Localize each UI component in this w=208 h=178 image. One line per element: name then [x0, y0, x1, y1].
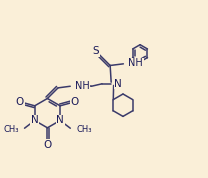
Text: O: O: [43, 140, 52, 150]
Text: O: O: [71, 97, 79, 107]
Text: NH: NH: [129, 58, 143, 68]
Text: N: N: [56, 116, 64, 125]
Text: O: O: [16, 97, 24, 107]
Text: S: S: [93, 46, 99, 56]
Text: NH: NH: [75, 81, 89, 91]
Text: N: N: [31, 116, 39, 125]
Text: CH₃: CH₃: [3, 125, 19, 134]
Text: CH₃: CH₃: [76, 125, 92, 134]
Text: N: N: [114, 79, 122, 89]
